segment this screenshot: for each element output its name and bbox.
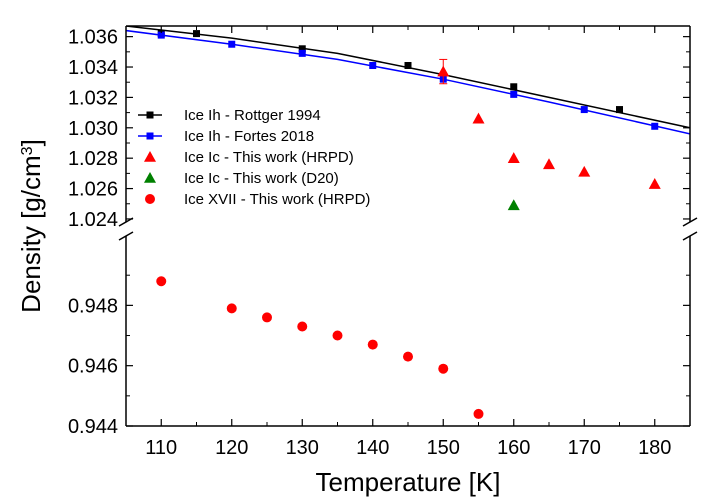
axis-break-mark	[682, 217, 698, 227]
data-point	[228, 40, 236, 48]
legend-label: Ice Ih - Fortes 2018	[184, 128, 314, 145]
y-tick-label: 0.948	[68, 295, 118, 317]
plot-area	[126, 26, 690, 419]
legend-marker	[145, 194, 155, 204]
data-point	[473, 408, 484, 419]
data-point	[510, 90, 518, 98]
data-point	[262, 312, 272, 323]
data-point	[507, 152, 520, 163]
legend-label: Ice Ih - Rottger 1994	[184, 107, 321, 124]
data-point	[156, 276, 167, 287]
legend-label: Ice Ic - This work (HRPD)	[184, 149, 354, 166]
data-point	[193, 30, 200, 38]
data-point	[651, 122, 659, 130]
legend-marker	[146, 132, 154, 140]
data-point	[297, 321, 308, 332]
data-point	[510, 83, 518, 91]
legend-label: Ice Ic - This work (D20)	[184, 170, 339, 187]
x-tick-label: 180	[638, 437, 671, 459]
x-tick-label: 140	[356, 437, 389, 459]
axis-break-mark	[682, 231, 698, 241]
y-tick-label: 1.024	[68, 209, 118, 231]
data-point	[507, 199, 520, 211]
y-tick-label: 1.030	[68, 118, 118, 140]
x-tick-label: 150	[427, 437, 460, 459]
series-fit-line	[126, 26, 690, 129]
y-axis-title-superscript: 3	[19, 146, 36, 155]
y-tick-label: 0.946	[68, 356, 118, 378]
y-axis-title: Density [g/cm3]	[16, 139, 46, 313]
data-point	[438, 363, 449, 374]
legend-label: Ice XVII - This work (HRPD)	[184, 191, 370, 208]
legend-entry: Ice Ic - This work (HRPD)	[144, 149, 354, 166]
data-point	[580, 106, 588, 114]
data-point	[369, 62, 377, 70]
series-4	[156, 276, 484, 419]
y-tick-label: 1.034	[68, 57, 118, 79]
data-point	[298, 45, 306, 53]
data-point	[472, 112, 485, 124]
data-point	[437, 65, 450, 77]
y-axis-title-close: ]	[16, 139, 46, 146]
series-2	[437, 58, 661, 189]
y-tick-label: 1.028	[68, 148, 118, 170]
legend: Ice Ih - Rottger 1994 Ice Ih - Fortes 201…	[138, 107, 370, 208]
data-point	[367, 339, 378, 350]
series-fit-line	[126, 29, 690, 135]
legend-entry: Ice Ih - Fortes 2018	[138, 128, 314, 145]
x-tick-label: 170	[568, 437, 601, 459]
series-3	[507, 199, 520, 211]
legend-marker	[144, 151, 156, 162]
data-point	[648, 178, 661, 189]
data-point	[616, 106, 623, 114]
x-axis-title: Temperature [K]	[316, 467, 501, 497]
x-tick-label: 110	[145, 437, 177, 459]
data-point	[298, 49, 306, 57]
legend-entry: Ice Ic - This work (D20)	[144, 170, 339, 187]
y-tick-label: 1.032	[68, 87, 118, 109]
data-point	[403, 351, 413, 362]
x-tick-label: 130	[286, 437, 319, 459]
x-tick-label: 160	[497, 437, 530, 459]
data-point	[332, 330, 343, 341]
data-point	[578, 165, 591, 177]
legend-marker	[144, 172, 156, 183]
data-point	[404, 62, 412, 70]
y-axis-title-main: Density [g/cm	[16, 155, 46, 313]
axis-break-mark	[118, 231, 134, 241]
data-point	[543, 158, 555, 170]
x-tick-label: 120	[215, 437, 248, 459]
data-point	[226, 303, 237, 314]
legend-entry: Ice XVII - This work (HRPD)	[145, 191, 370, 208]
legend-marker	[146, 111, 154, 119]
y-tick-label: 1.026	[68, 179, 118, 201]
data-point	[157, 31, 165, 39]
y-tick-label: 0.944	[68, 416, 118, 438]
y-tick-label: 1.036	[68, 27, 118, 49]
legend-entry: Ice Ih - Rottger 1994	[138, 107, 321, 124]
